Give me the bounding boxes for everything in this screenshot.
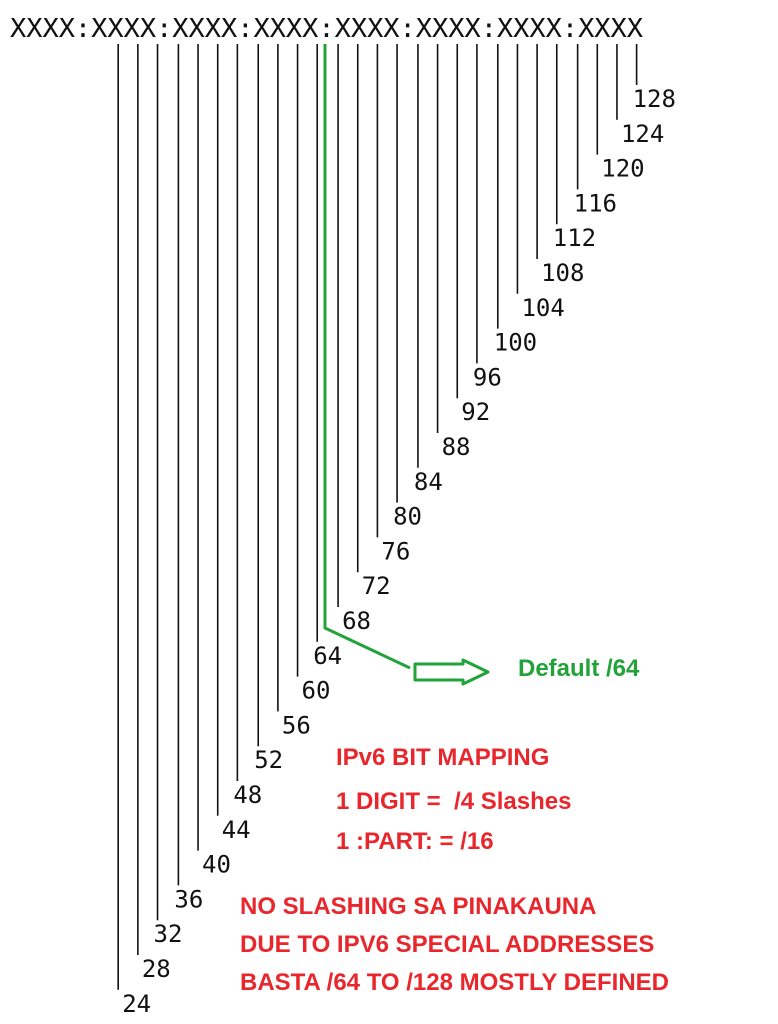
prefix-label-28: 28 bbox=[142, 955, 171, 983]
mapping-rule-digit: 1 DIGIT = /4 Slashes bbox=[336, 788, 572, 815]
default-prefix-arrow bbox=[323, 44, 490, 686]
footer-note-line-2: DUE TO IPV6 SPECIAL ADDRESSES bbox=[240, 931, 655, 958]
prefix-label-32: 32 bbox=[154, 920, 183, 948]
bit-position-bars bbox=[117, 44, 638, 990]
prefix-label-52: 52 bbox=[254, 746, 283, 774]
prefix-label-80: 80 bbox=[393, 503, 422, 531]
prefix-label-104: 104 bbox=[521, 294, 564, 322]
prefix-label-36: 36 bbox=[174, 885, 203, 913]
prefix-label-56: 56 bbox=[282, 711, 311, 739]
prefix-label-116: 116 bbox=[574, 189, 617, 217]
prefix-label-24: 24 bbox=[122, 990, 151, 1018]
prefix-label-124: 124 bbox=[621, 120, 664, 148]
prefix-label-60: 60 bbox=[302, 677, 331, 705]
prefix-label-44: 44 bbox=[222, 816, 251, 844]
prefix-label-96: 96 bbox=[473, 363, 502, 391]
prefix-label-100: 100 bbox=[494, 329, 537, 357]
prefix-label-92: 92 bbox=[461, 398, 490, 426]
mapping-title: IPv6 BIT MAPPING bbox=[336, 744, 550, 771]
prefix-label-64: 64 bbox=[313, 642, 342, 670]
mapping-rule-part: 1 :PART: = /16 bbox=[336, 828, 494, 855]
prefix-label-120: 120 bbox=[601, 155, 644, 183]
prefix-label-68: 68 bbox=[342, 607, 371, 635]
prefix-label-84: 84 bbox=[414, 468, 443, 496]
prefix-label-40: 40 bbox=[202, 851, 231, 879]
prefix-label-112: 112 bbox=[553, 224, 596, 252]
address-template: XXXX:XXXX:XXXX:XXXX:XXXX:XXXX:XXXX:XXXX bbox=[10, 14, 643, 44]
prefix-labels: 128 124 120 116 112 108 104 100 96 92 88 84 80 76 72 68… bbox=[122, 85, 676, 1018]
prefix-label-72: 72 bbox=[362, 572, 391, 600]
prefix-label-76: 76 bbox=[381, 537, 410, 565]
prefix-label-88: 88 bbox=[442, 433, 471, 461]
footer-note-line-3: BASTA /64 TO /128 MOSTLY DEFINED bbox=[240, 969, 669, 996]
prefix-label-48: 48 bbox=[233, 781, 262, 809]
footer-note-line-1: NO SLASHING SA PINAKAUNA bbox=[240, 893, 597, 920]
prefix-label-128: 128 bbox=[633, 85, 676, 113]
prefix-label-108: 108 bbox=[541, 259, 584, 287]
default-callout-label: Default /64 bbox=[518, 655, 640, 682]
